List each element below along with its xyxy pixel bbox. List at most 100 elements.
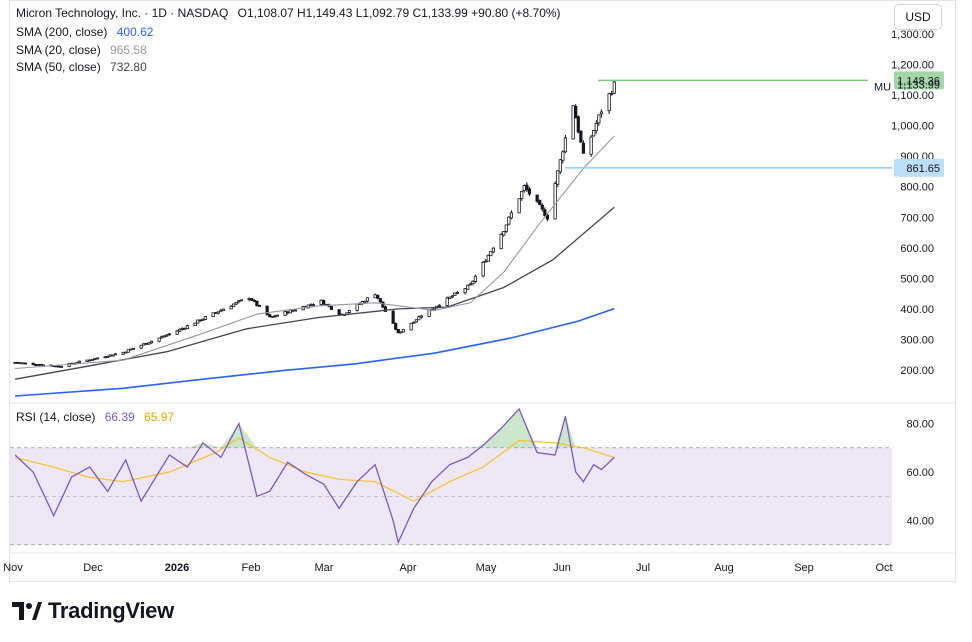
- rsi-tick-label: 60.00: [906, 467, 934, 479]
- candle-up: [121, 351, 125, 355]
- candle-down: [255, 300, 259, 306]
- candle-up: [54, 365, 58, 368]
- candle-down: [576, 116, 580, 133]
- candle-up: [160, 336, 164, 339]
- candle-down: [23, 362, 28, 365]
- candle-up: [607, 93, 611, 112]
- candle-down: [538, 199, 542, 206]
- time-tick-label: Mar: [315, 562, 334, 574]
- candle-up: [445, 297, 449, 306]
- candle-up: [234, 301, 238, 305]
- candle-up: [283, 311, 287, 316]
- candle-up: [293, 309, 298, 312]
- legend-rsi[interactable]: RSI (14, close) 66.39 65.97: [16, 410, 174, 424]
- tradingview-logo[interactable]: TradingView: [12, 598, 174, 624]
- candle-up: [409, 323, 413, 331]
- candle-up: [558, 159, 562, 173]
- legend-title: Micron Technology, Inc. · 1D · NASDAQ O1…: [16, 6, 561, 20]
- time-tick-label: Nov: [3, 562, 23, 574]
- currency-button[interactable]: USD: [894, 4, 942, 30]
- candle-up: [347, 310, 352, 313]
- candle-up: [196, 319, 200, 324]
- candle-up: [106, 356, 110, 358]
- candle-up: [401, 329, 406, 333]
- candle-up: [468, 283, 472, 286]
- candle-up: [517, 198, 521, 214]
- candle-up: [129, 348, 133, 351]
- sma50-value: 732.80: [110, 60, 147, 74]
- candle-up: [111, 354, 115, 357]
- candle-up: [599, 111, 604, 115]
- candle-up: [561, 151, 565, 161]
- candle-up: [589, 136, 593, 155]
- candle-down: [252, 299, 256, 302]
- candle-up: [291, 309, 295, 312]
- time-tick-label: Aug: [714, 562, 734, 574]
- sma50-line: [14, 206, 615, 380]
- sma20-label: SMA (20, close): [16, 43, 101, 57]
- last-price-label: 1,133.99: [897, 80, 940, 92]
- candle-down: [543, 209, 547, 217]
- candle-down: [198, 319, 202, 322]
- price-tick-label: 600.00: [900, 243, 934, 255]
- candle-up: [363, 300, 367, 303]
- candle-up: [522, 185, 526, 191]
- candle-down: [144, 343, 148, 345]
- candle-up: [466, 284, 470, 290]
- candle-up: [455, 292, 460, 294]
- candle-up: [185, 325, 190, 329]
- chart-frame: [9, 0, 956, 582]
- sma200-label: SMA (200, close): [16, 25, 108, 39]
- candle-up: [373, 294, 377, 299]
- candle-up: [95, 357, 100, 360]
- candle-up: [193, 322, 197, 327]
- candle-down: [39, 363, 43, 366]
- candle-up: [491, 247, 496, 253]
- candle-up: [88, 359, 92, 362]
- candle-up: [77, 360, 82, 363]
- support-price-label: 861.65: [906, 163, 940, 175]
- sma200-line: [15, 307, 615, 397]
- candle-up: [126, 349, 130, 353]
- time-tick-label: Oct: [875, 562, 892, 574]
- candle-up: [214, 312, 218, 315]
- legend-sma200[interactable]: SMA (200, close) 400.62: [16, 25, 153, 39]
- candle-up: [183, 327, 187, 330]
- candle-down: [378, 298, 382, 303]
- rsi-overbought-fill: [187, 442, 203, 448]
- candle-down: [34, 364, 38, 366]
- legend-sma20[interactable]: SMA (20, close) 965.58: [16, 43, 147, 57]
- candle-up: [131, 347, 136, 350]
- rsi-tick-label: 80.00: [906, 419, 934, 431]
- candle-up: [499, 234, 503, 250]
- support-price-label-bg: [894, 158, 944, 177]
- candle-up: [437, 304, 442, 307]
- brand-name: TradingView: [48, 598, 174, 623]
- tradingview-logo-icon: [12, 602, 42, 620]
- sma200-value: 400.62: [116, 25, 154, 39]
- candle-up: [571, 105, 575, 140]
- candle-down: [394, 323, 398, 330]
- candle-up: [216, 311, 220, 314]
- price-tick-label: 1,300.00: [891, 29, 934, 41]
- rsi-overbought-fill: [220, 423, 239, 448]
- candle-up: [399, 331, 403, 334]
- price-tick-label: 500.00: [900, 273, 934, 285]
- candle-up: [427, 309, 431, 317]
- candle-up: [419, 315, 424, 318]
- sma20-line: [15, 135, 615, 370]
- candle-up: [85, 359, 89, 362]
- candle-up: [355, 303, 359, 311]
- candle-up: [108, 354, 112, 357]
- candle-up: [473, 275, 478, 282]
- candle-up: [414, 319, 418, 323]
- candle-down: [579, 130, 583, 143]
- resistance-price-label-bg: [894, 71, 944, 90]
- candle-up: [247, 297, 251, 300]
- candle-down: [545, 214, 550, 220]
- candle-down: [57, 365, 61, 368]
- candle-up: [178, 328, 182, 332]
- candle-up: [113, 353, 118, 356]
- legend-sma50[interactable]: SMA (50, close) 732.80: [16, 60, 147, 74]
